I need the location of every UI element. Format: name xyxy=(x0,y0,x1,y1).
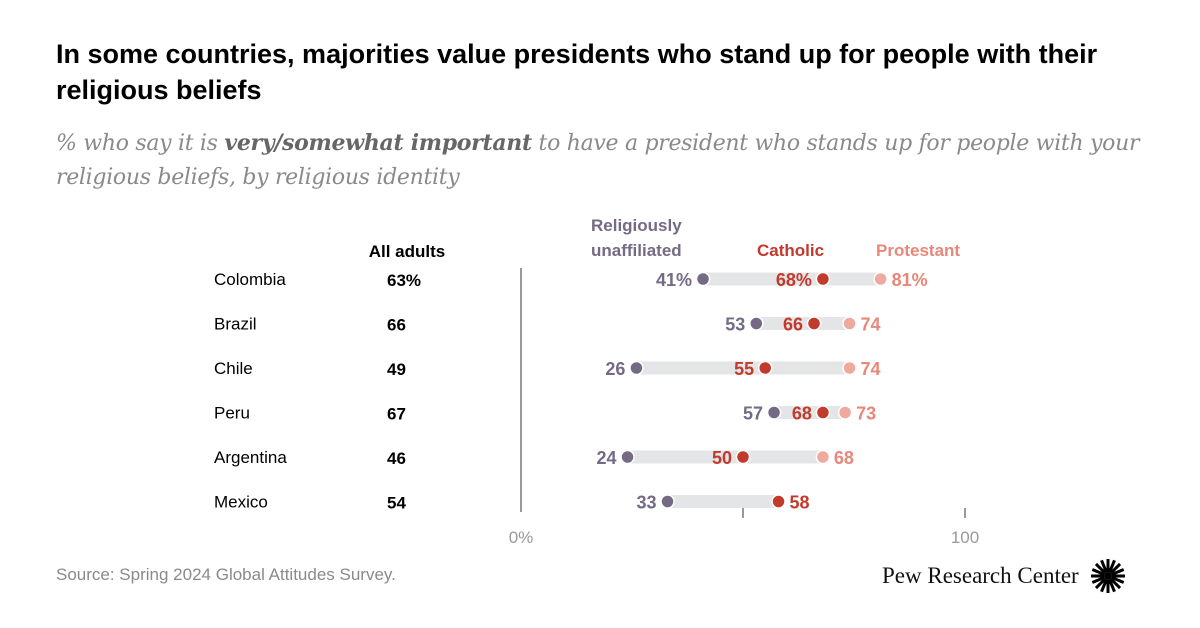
legend-unaffiliated: Religiously xyxy=(591,216,682,235)
dot-religiously-unaffiliated xyxy=(766,405,782,420)
data-label: 57 xyxy=(743,404,763,424)
dot-religiously-unaffiliated xyxy=(629,360,644,376)
country-label: Chile xyxy=(214,359,253,378)
pew-logo: Pew Research Center xyxy=(882,557,1127,595)
dot-catholic xyxy=(735,449,751,465)
dot-protestant xyxy=(842,360,857,376)
data-label: 68 xyxy=(834,448,854,468)
all-adults-value: 66 xyxy=(387,316,406,335)
subtitle-suffix: to have a president who stands up for pe… xyxy=(56,131,1140,190)
all-adults-value: 46 xyxy=(387,449,406,468)
country-label: Argentina xyxy=(214,448,287,467)
data-label: 50 xyxy=(712,448,732,468)
all-adults-value: 67 xyxy=(387,405,406,424)
data-label: 73 xyxy=(856,404,876,424)
country-label: Brazil xyxy=(214,315,257,334)
country-label: Mexico xyxy=(214,493,268,512)
x-tick-label: 100 xyxy=(951,528,979,547)
data-label: 58 xyxy=(790,493,810,513)
dot-catholic xyxy=(771,494,786,509)
data-label: 55 xyxy=(734,359,754,379)
logo-text: Pew Research Center xyxy=(882,563,1079,588)
dot-catholic xyxy=(757,360,773,376)
dot-catholic xyxy=(815,271,831,287)
dot-religiously-unaffiliated xyxy=(695,271,711,287)
all-adults-value: 63% xyxy=(387,271,421,290)
dot-religiously-unaffiliated xyxy=(660,494,675,509)
data-label: 74 xyxy=(861,315,881,335)
sunburst-logo-icon xyxy=(1090,559,1125,593)
all-adults-header: All adults xyxy=(369,242,446,261)
all-adults-value: 49 xyxy=(387,360,406,379)
data-label: 41% xyxy=(656,270,692,290)
dot-protestant xyxy=(842,316,857,331)
legend-catholic: Catholic xyxy=(757,241,824,260)
data-label: 53 xyxy=(725,315,745,335)
subtitle-emphasis: very/somewhat important xyxy=(224,130,532,156)
dot-religiously-unaffiliated xyxy=(749,316,764,331)
data-label: 26 xyxy=(605,359,625,379)
subtitle-prefix: % who say it is xyxy=(56,131,225,156)
data-label: 33 xyxy=(636,493,656,513)
chart-title: In some countries, majorities value pres… xyxy=(56,39,1098,105)
source-note: Source: Spring 2024 Global Attitudes Sur… xyxy=(56,565,396,584)
data-label: 66 xyxy=(783,315,803,335)
data-label: 68 xyxy=(792,404,812,424)
dot-protestant xyxy=(837,405,853,420)
data-label: 24 xyxy=(597,448,617,468)
dot-protestant xyxy=(815,449,831,465)
dot-protestant xyxy=(873,271,888,287)
legend-unaffiliated: unaffiliated xyxy=(591,241,682,260)
dot-religiously-unaffiliated xyxy=(620,449,635,465)
chart-subtitle: % who say it is very/somewhat important … xyxy=(56,126,1156,195)
data-label: 74 xyxy=(861,359,881,379)
all-adults-value: 54 xyxy=(387,494,406,513)
x-tick-label: 0% xyxy=(509,528,534,547)
country-label: Peru xyxy=(214,404,250,423)
country-label: Colombia xyxy=(214,270,286,289)
dot-catholic xyxy=(815,405,831,420)
data-label: 81% xyxy=(892,270,928,290)
data-label: 68% xyxy=(776,270,812,290)
dot-catholic xyxy=(806,316,822,331)
legend-protestant: Protestant xyxy=(876,241,960,260)
